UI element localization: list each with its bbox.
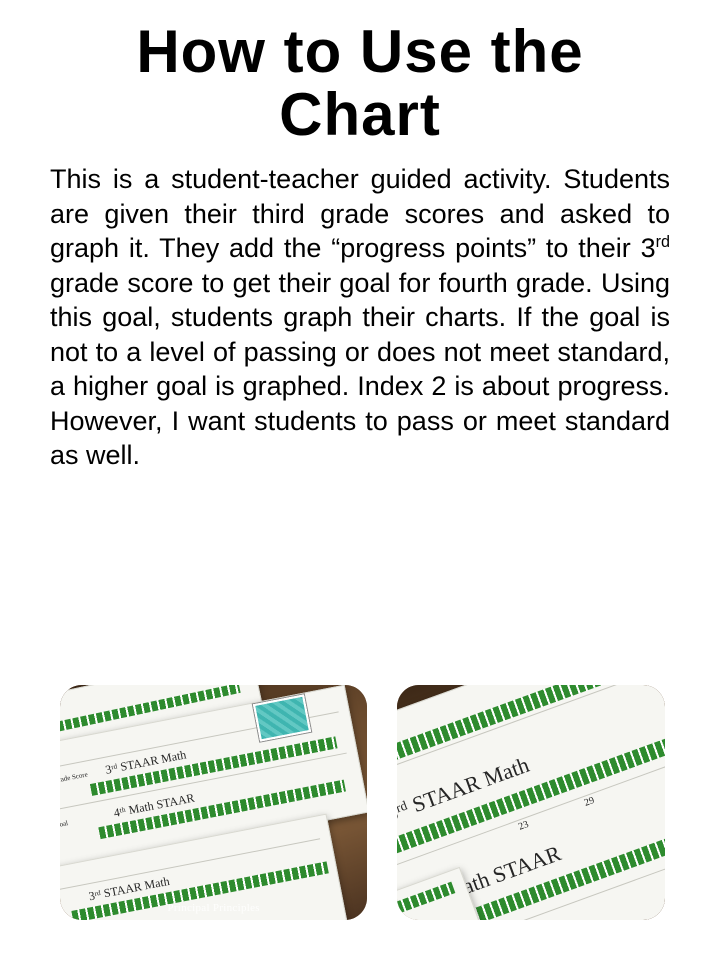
photo-left: 3ʳᵈ STAAR Math 4ᵗʰ Math STAAR My 3ʳᵈ gra… <box>60 685 367 920</box>
tick-29: 29 <box>583 795 596 809</box>
page-title: How to Use the Chart <box>50 20 670 146</box>
instruction-paragraph: This is a student-teacher guided activit… <box>50 162 670 473</box>
photo-row: 3ʳᵈ STAAR Math 4ᵗʰ Math STAAR My 3ʳᵈ gra… <box>0 685 720 920</box>
title-line-1: How to Use the <box>136 18 583 85</box>
title-line-2: Chart <box>279 81 441 148</box>
side-label-goal: My Goal <box>60 819 69 832</box>
side-label-score: My 3ʳᵈ grade Score <box>60 770 88 788</box>
page-container: How to Use the Chart This is a student-t… <box>0 0 720 473</box>
photo-right: 3ʳᵈ STAAR Math 23 29 4ᵗʰ Math STAAR 1565… <box>397 685 665 920</box>
tick-23: 23 <box>517 819 530 833</box>
watermark-text: Principal Principles <box>167 902 259 914</box>
